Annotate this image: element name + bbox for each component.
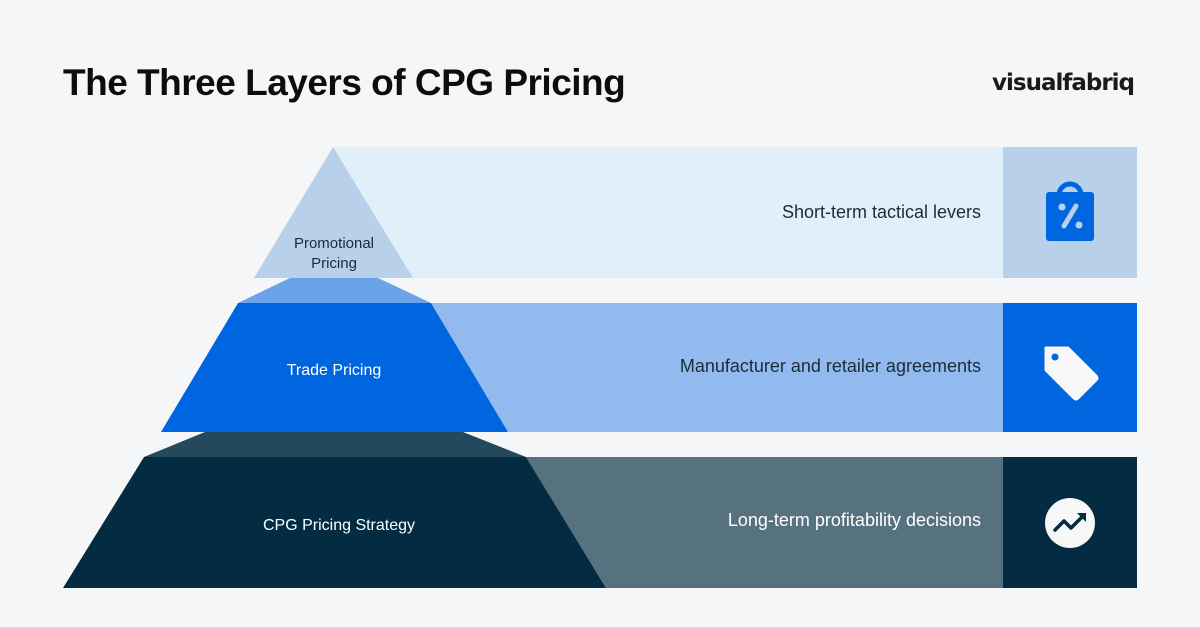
promo-description: Short-term tactical levers	[782, 202, 981, 222]
strategy-band	[526, 457, 1003, 588]
trade-band	[431, 303, 1003, 432]
shopping-bag-percent-icon	[1046, 181, 1094, 241]
trade-label: Trade Pricing	[287, 362, 382, 379]
promo-triangle	[254, 147, 413, 278]
strategy-label: CPG Pricing Strategy	[263, 517, 415, 534]
trade-description: Manufacturer and retailer agreements	[680, 356, 981, 376]
strategy-trapezoid	[63, 457, 606, 588]
visualfabriq-logo: visualfabriq	[992, 70, 1135, 96]
strategy-description: Long-term profitability decisions	[728, 510, 981, 530]
price-tag-icon	[1044, 346, 1099, 401]
trade-trapezoid	[161, 303, 508, 432]
trending-up-icon	[1045, 498, 1095, 548]
promo-label-line1: Promotional	[294, 235, 374, 252]
promo-label-line2: Pricing	[311, 255, 357, 272]
page-title: The Three Layers of CPG Pricing	[63, 62, 626, 103]
promo-band	[333, 147, 1003, 278]
trade-strategy-connector	[144, 432, 526, 457]
promo-trade-connector	[238, 278, 431, 303]
